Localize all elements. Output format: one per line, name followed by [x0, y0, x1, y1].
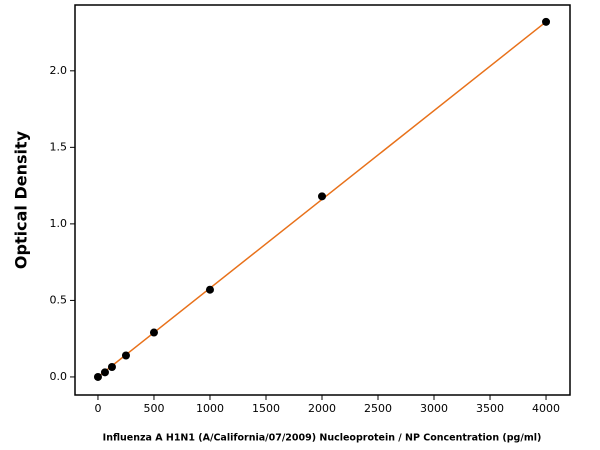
data-point — [149, 328, 158, 337]
x-tick-label: 1500 — [252, 402, 280, 415]
x-tick-label: 0 — [94, 402, 101, 415]
x-tick-label: 1000 — [196, 402, 224, 415]
x-tick-label: 4000 — [532, 402, 560, 415]
x-axis-title: Influenza A H1N1 (A/California/07/2009) … — [103, 433, 542, 444]
x-tick-label: 3000 — [420, 402, 448, 415]
x-tick-label: 2500 — [364, 402, 392, 415]
data-point — [205, 285, 214, 294]
x-tick-label: 500 — [143, 402, 164, 415]
data-point — [107, 362, 116, 371]
x-tick-label: 2000 — [308, 402, 336, 415]
y-tick-label: 0.0 — [50, 370, 68, 383]
data-point — [100, 368, 109, 377]
y-tick-label: 1.5 — [50, 140, 68, 153]
y-tick-label: 0.5 — [50, 293, 68, 306]
data-point — [121, 351, 130, 360]
y-axis-title: Optical Density — [12, 130, 31, 269]
plot-frame — [74, 4, 571, 396]
data-point — [317, 192, 326, 201]
x-tick-label: 3500 — [476, 402, 504, 415]
data-point — [542, 17, 551, 26]
y-tick-label: 1.0 — [50, 217, 68, 230]
y-tick-label: 2.0 — [50, 64, 68, 77]
data-point — [93, 372, 102, 381]
